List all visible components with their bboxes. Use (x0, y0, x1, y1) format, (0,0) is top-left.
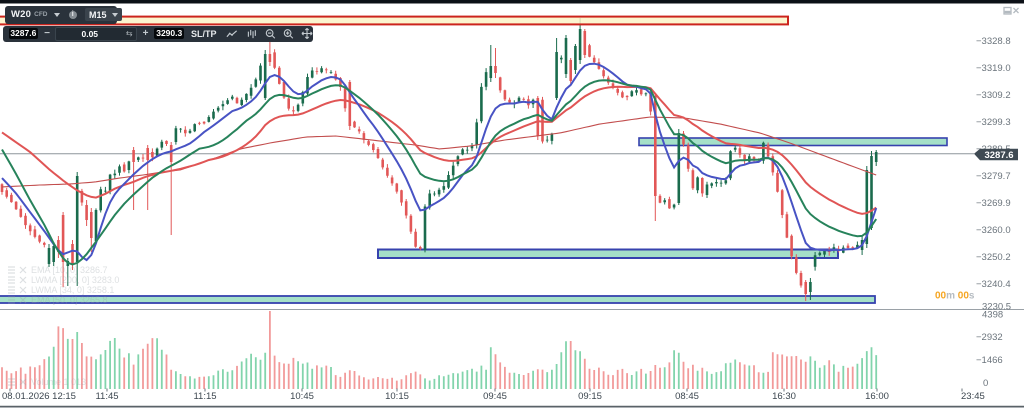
svg-text:−3250.2: −3250.2 (976, 252, 1011, 263)
svg-text:08:45: 08:45 (675, 391, 699, 402)
svg-text:−3279.7: −3279.7 (976, 171, 1011, 182)
svg-text:−3319.0: −3319.0 (976, 63, 1011, 74)
svg-text:11:45: 11:45 (95, 391, 118, 402)
svg-text:−3240.4: −3240.4 (976, 279, 1011, 290)
svg-text:−3328.8: −3328.8 (976, 36, 1011, 47)
svg-text:−3309.2: −3309.2 (976, 90, 1011, 101)
svg-text:0: 0 (983, 378, 988, 389)
svg-text:−2932: −2932 (976, 332, 1003, 343)
svg-text:3230.5: 3230.5 (982, 301, 1011, 312)
svg-text:−1466: −1466 (976, 355, 1003, 366)
svg-text:LWMA [34, 0] 3258.1: LWMA [34, 0] 3258.1 (31, 285, 114, 295)
svg-text:−3299.3: −3299.3 (976, 117, 1011, 128)
svg-text:EMA [10, 0] 3286.7: EMA [10, 0] 3286.7 (31, 265, 108, 275)
svg-text:−3269.9: −3269.9 (976, 198, 1011, 209)
svg-text:00m 00s: 00m 00s (935, 291, 975, 302)
svg-text:10:15: 10:15 (385, 391, 409, 402)
svg-text:LWMA [200, 0] 3283.0: LWMA [200, 0] 3283.0 (31, 275, 119, 285)
svg-text:23:45: 23:45 (961, 391, 985, 402)
svg-text:3287.6: 3287.6 (984, 150, 1013, 161)
svg-text:10:45: 10:45 (290, 391, 314, 402)
svg-text:09:45: 09:45 (483, 391, 507, 402)
svg-text:16:00: 16:00 (865, 391, 889, 402)
svg-text:Volume 1 013: Volume 1 013 (31, 377, 86, 387)
svg-text:11:15: 11:15 (193, 391, 216, 402)
svg-text:09:15: 09:15 (578, 391, 602, 402)
svg-text:−3260.0: −3260.0 (976, 225, 1011, 236)
svg-text:16:30: 16:30 (772, 391, 796, 402)
svg-text:08.01.2026 12:15: 08.01.2026 12:15 (2, 391, 76, 402)
svg-text:4398: 4398 (982, 309, 1003, 320)
svg-text:EMA [50, 0] 3265.8: EMA [50, 0] 3265.8 (31, 295, 108, 305)
